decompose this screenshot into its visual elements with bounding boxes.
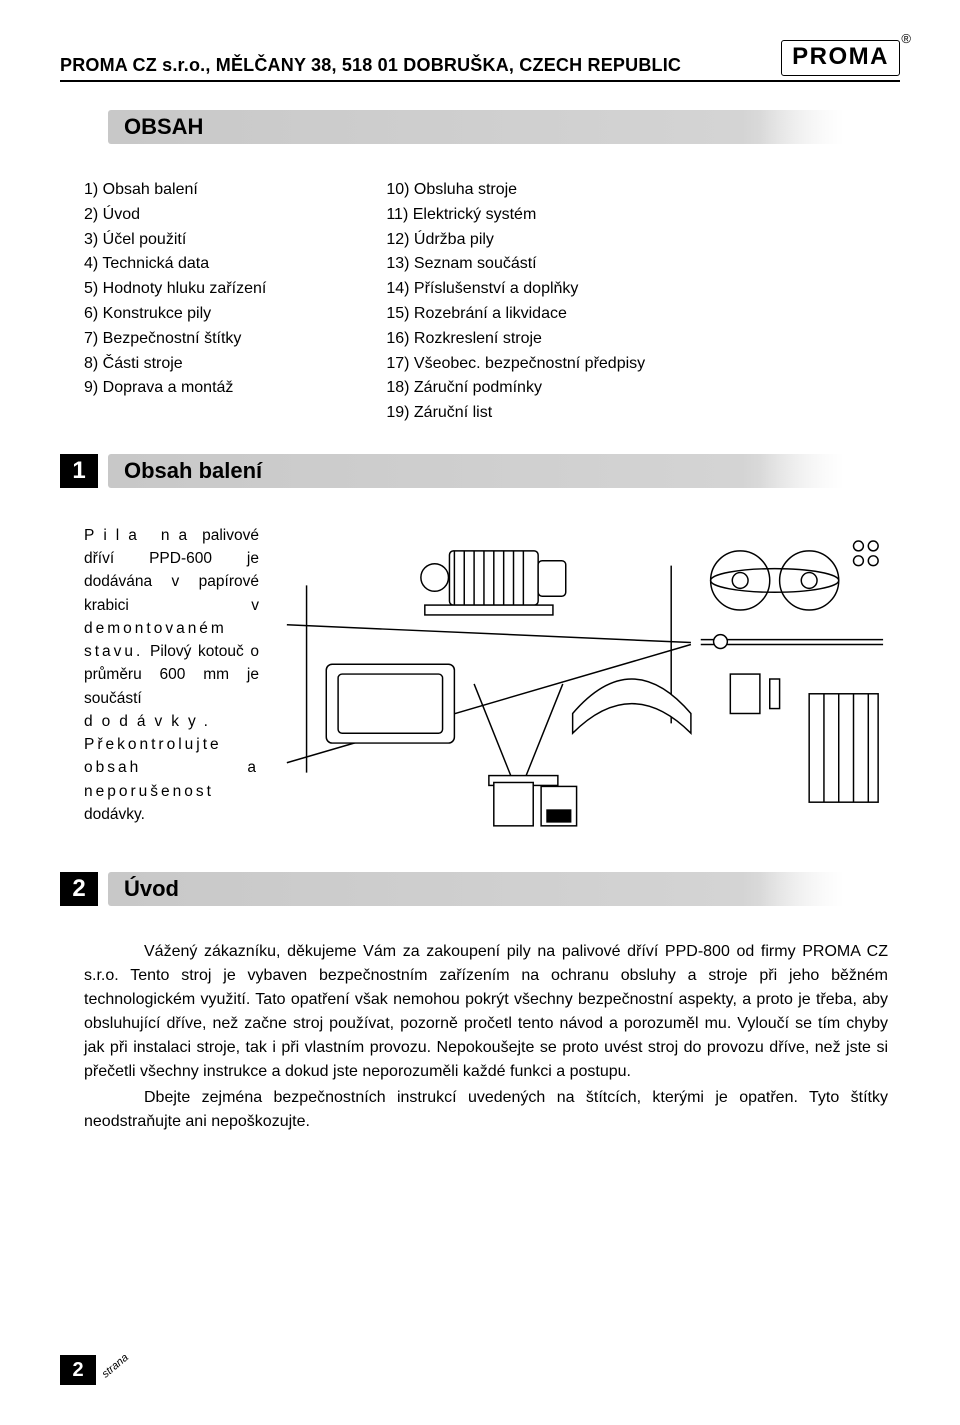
diagram-svg xyxy=(277,524,888,834)
section-number: 1 xyxy=(60,454,98,488)
toc-item: 14) Příslušenství a doplňky xyxy=(386,277,645,302)
company-address: PROMA CZ s.r.o., MĚLČANY 38, 518 01 DOBR… xyxy=(60,55,681,76)
toc-item: 19) Záruční list xyxy=(386,401,645,426)
toc-item: 6) Konstrukce pily xyxy=(84,302,266,327)
page-number: 2 xyxy=(60,1355,96,1385)
toc-item: 4) Technická data xyxy=(84,252,266,277)
exploded-parts-diagram xyxy=(277,524,888,834)
page-footer: 2 strana xyxy=(60,1355,131,1385)
toc-item: 1) Obsah balení xyxy=(84,178,266,203)
page-label: strana xyxy=(100,1352,131,1381)
toc-item: 18) Záruční podmínky xyxy=(386,376,645,401)
section-1-text: Pila na palivové dříví PPD-600 je dodává… xyxy=(84,524,259,834)
toc-item: 3) Účel použití xyxy=(84,228,266,253)
uvod-paragraph-1: Vážený zákazníku, děkujeme Vám za zakoup… xyxy=(84,940,888,1084)
section-title: OBSAH xyxy=(108,110,900,144)
logo-text: PROMA xyxy=(792,43,889,71)
toc-item: 5) Hodnoty hluku zařízení xyxy=(84,277,266,302)
toc-item: 12) Údržba pily xyxy=(386,228,645,253)
logo-box: PROMA ® xyxy=(781,40,900,76)
page-header: PROMA CZ s.r.o., MĚLČANY 38, 518 01 DOBR… xyxy=(60,40,900,82)
toc-left-column: 1) Obsah balení 2) Úvod 3) Účel použití … xyxy=(84,178,266,426)
section-title: Úvod xyxy=(108,872,900,906)
toc-item: 11) Elektrický systém xyxy=(386,203,645,228)
section-1-heading: 1 Obsah balení xyxy=(60,454,900,488)
section-2-heading: 2 Úvod xyxy=(60,872,900,906)
toc-item: 8) Části stroje xyxy=(84,352,266,377)
toc-item: 7) Bezpečnostní štítky xyxy=(84,327,266,352)
toc-right-column: 10) Obsluha stroje 11) Elektrický systém… xyxy=(386,178,645,426)
registered-icon: ® xyxy=(901,31,911,46)
section-2-text: Vážený zákazníku, děkujeme Vám za zakoup… xyxy=(60,922,900,1146)
uvod-paragraph-2: Dbejte zejména bezpečnostních instrukcí … xyxy=(84,1086,888,1134)
section-title: Obsah balení xyxy=(108,454,900,488)
toc-item: 16) Rozkreslení stroje xyxy=(386,327,645,352)
section-obsah-heading: OBSAH xyxy=(60,110,900,144)
toc-item: 17) Všeobec. bezpečnostní předpisy xyxy=(386,352,645,377)
toc-item: 13) Seznam součástí xyxy=(386,252,645,277)
toc-item: 2) Úvod xyxy=(84,203,266,228)
toc-item: 10) Obsluha stroje xyxy=(386,178,645,203)
section-1-content: Pila na palivové dříví PPD-600 je dodává… xyxy=(60,504,900,844)
toc-columns: 1) Obsah balení 2) Úvod 3) Účel použití … xyxy=(60,160,900,436)
toc-item: 15) Rozebrání a likvidace xyxy=(386,302,645,327)
toc-item: 9) Doprava a montáž xyxy=(84,376,266,401)
section-number: 2 xyxy=(60,872,98,906)
